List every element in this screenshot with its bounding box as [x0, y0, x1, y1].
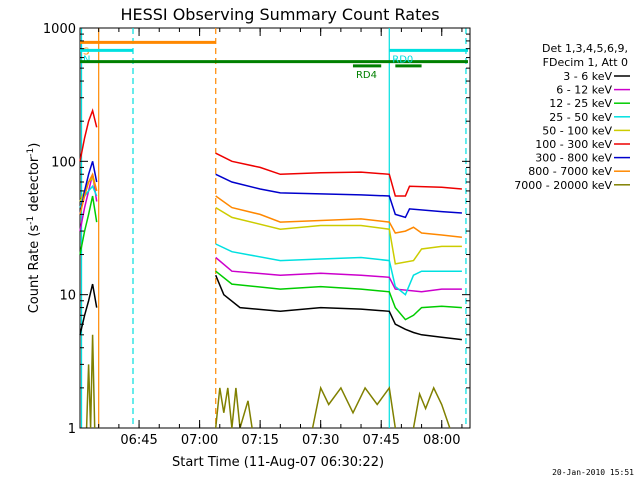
observing-flags: SN RD4 RD0	[80, 40, 468, 81]
x-tick-label: 07:15	[241, 433, 278, 448]
series-line	[215, 152, 462, 197]
series-line	[215, 270, 462, 321]
legend: Det 1,3,4,5,6,9, FDecim 1, Att 0 3 - 6 k…	[514, 42, 630, 192]
series-line	[215, 206, 462, 265]
flag-label: RD4	[356, 70, 377, 81]
y-tick-label: 1	[68, 422, 76, 437]
x-axis-label: Start Time (11-Aug-07 06:30:22)	[172, 455, 384, 470]
x-tick-label: 07:30	[302, 433, 339, 448]
series-line	[214, 387, 253, 429]
flag-label: RD0	[392, 54, 413, 65]
flag-label: S	[83, 46, 89, 57]
series-line	[79, 172, 98, 215]
legend-label: 100 - 300 keV	[535, 138, 612, 151]
y-label-main: Count Rate (s	[27, 225, 42, 314]
legend-label: 800 - 7000 keV	[528, 165, 612, 178]
series-line	[215, 256, 462, 293]
chart-title: HESSI Observing Summary Count Rates	[120, 5, 439, 24]
y-tick-label: 10	[59, 289, 76, 304]
series-line	[79, 108, 98, 162]
series-line	[412, 386, 451, 429]
legend-header-line-1: Det 1,3,4,5,6,9,	[542, 42, 628, 55]
y-label-mid: detector	[27, 156, 42, 216]
y-tick-label: 100	[51, 155, 76, 170]
y-axis-ticks: 1 10 100 1000	[43, 22, 470, 437]
y-tick-label: 1000	[43, 22, 76, 37]
y-label-sup1: -1	[26, 216, 36, 225]
legend-label: 7000 - 20000 keV	[514, 179, 612, 192]
legend-header-line-2: FDecim 1, Att 0	[543, 56, 628, 69]
legend-label: 6 - 12 keV	[556, 84, 612, 97]
x-tick-label: 08:00	[423, 433, 460, 448]
x-axis-ticks: 06:45 07:00 07:15 07:30 07:45 08:00	[98, 28, 463, 448]
flag-label: N	[83, 54, 90, 65]
x-tick-label: 06:45	[120, 433, 157, 448]
series-line	[215, 173, 462, 219]
series-line	[215, 243, 462, 296]
series-line	[79, 161, 98, 215]
series-line	[85, 334, 96, 429]
x-tick-label: 07:45	[362, 433, 399, 448]
y-label-end: )	[27, 143, 42, 148]
series-line	[215, 274, 462, 341]
legend-label: 300 - 800 keV	[535, 152, 612, 165]
y-axis-label: Count Rate (s-1 detector-1)	[26, 143, 42, 314]
x-tick-label: 07:00	[181, 433, 218, 448]
legend-label: 25 - 50 keV	[549, 111, 612, 124]
series-line	[215, 195, 462, 238]
time-markers	[80, 28, 467, 428]
legend-label: 50 - 100 keV	[542, 124, 612, 137]
series-line	[79, 195, 98, 255]
series-lines	[79, 108, 462, 429]
series-line	[311, 385, 397, 429]
footer-timestamp: 20-Jan-2010 15:51	[552, 468, 634, 477]
legend-label: 3 - 6 keV	[563, 70, 612, 83]
y-label-sup2: -1	[26, 148, 36, 157]
series-line	[79, 283, 98, 335]
legend-label: 12 - 25 keV	[549, 97, 612, 110]
